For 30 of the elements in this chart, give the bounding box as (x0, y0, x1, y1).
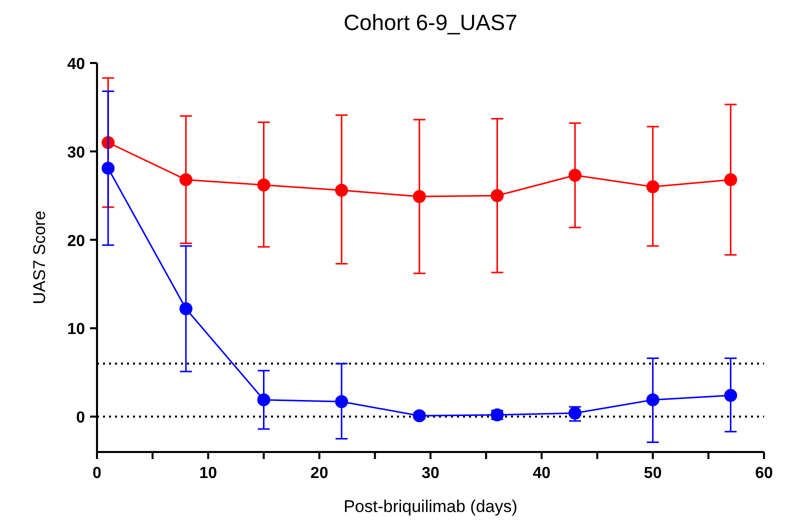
point (412, 409, 426, 422)
point (646, 393, 660, 406)
x-tick-label: 30 (422, 465, 440, 482)
x-tick-label: 40 (532, 465, 551, 482)
point (412, 190, 426, 203)
y-tick-label: 0 (76, 410, 86, 427)
point (179, 173, 192, 186)
point (102, 162, 115, 175)
y-axis-title: UAS7 Score (30, 210, 49, 304)
point (568, 168, 582, 182)
y-tick-label: 40 (67, 56, 86, 73)
x-tick-label: 10 (199, 465, 218, 482)
y-tick-label: 30 (67, 144, 86, 162)
x-tick-label: 20 (310, 465, 328, 482)
x-tick-label: 0 (92, 465, 102, 482)
chart-title: Cohort 6-9_UAS7 (344, 10, 518, 35)
point (724, 388, 738, 402)
point (646, 180, 660, 194)
point (257, 393, 270, 406)
point (335, 395, 348, 408)
point (179, 302, 192, 316)
y-tick-label: 20 (67, 232, 86, 250)
y-tick-label: 10 (67, 321, 86, 338)
x-tick-label: 60 (755, 465, 773, 482)
point (257, 178, 270, 192)
point (724, 173, 738, 186)
point (335, 184, 348, 197)
x-tick-label: 50 (644, 465, 662, 482)
point (490, 189, 504, 202)
x-axis-title: Post-briquilimab (days) (344, 497, 518, 516)
